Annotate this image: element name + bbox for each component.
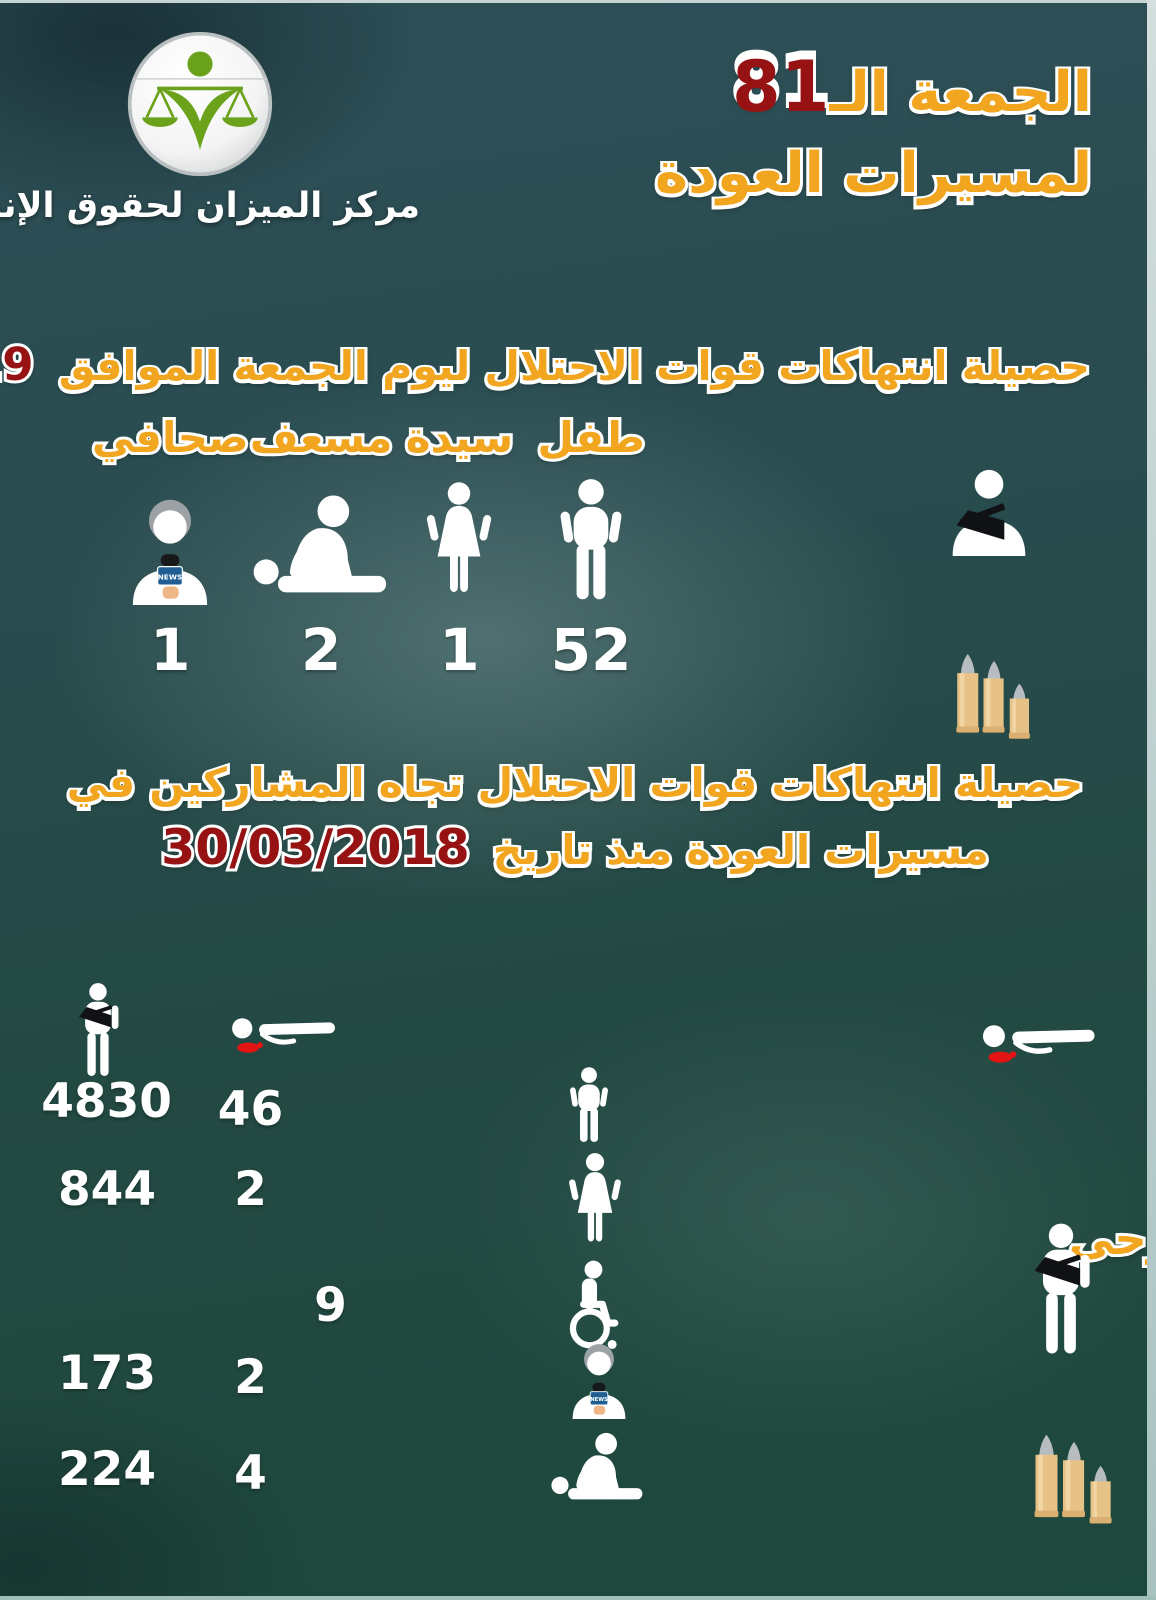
bullets-icon-box-1 — [952, 652, 1036, 752]
row-paramedic-wounded: 224 — [57, 1442, 157, 1497]
title-line2-text: لمسيرات العودة — [655, 141, 1092, 206]
wounded-bust-icon-box — [945, 468, 1033, 556]
frame-edge-top — [0, 0, 1156, 3]
child-icon-box — [554, 465, 628, 605]
category-child-label: طفل — [538, 414, 646, 461]
woman-icon-box — [423, 465, 495, 605]
fallen-martyr-icon — [972, 1008, 1100, 1068]
friday-categories: طفل 52 سيدة 1 مسعف 2 صحافي 1 — [92, 414, 657, 685]
frame-edge-right — [1147, 0, 1156, 1600]
table-header-wounded: جرحى — [1068, 1214, 1156, 1264]
category-journalist-value: 1 — [150, 616, 191, 685]
row-paramedic-martyrs: 4 — [234, 1446, 267, 1501]
child-icon — [566, 1066, 612, 1146]
total-section-heading: حصيلة انتهاكات قوات الاحتلال تجاه المشار… — [50, 758, 1100, 877]
total-heading-date: 30/03/2018 — [161, 819, 470, 876]
org-name: مركز الميزان لحقوق الإنسان — [0, 186, 420, 226]
bullets-icon — [952, 652, 1036, 752]
fallen-martyr-icon — [222, 1002, 340, 1058]
title-line2: لمسيرات العودة — [472, 140, 1092, 207]
category-journalist-label: صحافي — [92, 414, 249, 461]
friday-heading-date: 1/11/2019 — [0, 338, 34, 391]
category-journalist: صحافي 1 — [92, 414, 249, 685]
category-child-value: 52 — [550, 616, 632, 685]
row-journalist-martyrs: 2 — [234, 1350, 267, 1405]
martyr-total-icon-box — [972, 1008, 1100, 1068]
paramedic-icon-box — [249, 465, 394, 605]
bullets-icon-box-2 — [1030, 1432, 1118, 1538]
row-woman-martyrs: 2 — [234, 1162, 267, 1217]
category-paramedic-label: مسعف — [250, 414, 393, 461]
wounded-standing-sling-icon — [70, 982, 126, 1082]
total-heading-line1-text: حصيلة انتهاكات قوات الاحتلال تجاه المشار… — [67, 759, 1083, 807]
wounded-arm-sling-icon — [945, 468, 1033, 556]
total-heading-line2: مسيرات العودة منذ تاريخ 30/03/2018 — [50, 819, 1100, 876]
row-journalist-icon-box — [562, 1338, 636, 1419]
title-friday-number: 81 — [732, 46, 829, 128]
wounded-standing-sling-icon — [1022, 1222, 1100, 1362]
title-line1: الجمعة الـ81 — [472, 52, 1092, 126]
scales-of-justice-icon — [126, 30, 274, 178]
row-child-icon-box — [566, 1066, 612, 1146]
row-journalist-wounded: 173 — [57, 1346, 157, 1401]
category-woman: سيدة 1 — [394, 414, 526, 685]
row-paramedic-icon-box — [548, 1432, 648, 1508]
wounded-total-icon-box — [1022, 1222, 1100, 1362]
friday-section-heading: حصيلة انتهاكات قوات الاحتلال ليوم الجمعة… — [0, 338, 1090, 392]
total-heading-line2-text: مسيرات العودة منذ تاريخ — [493, 826, 989, 874]
martyr-header-icon-box — [222, 1002, 340, 1058]
category-woman-value: 1 — [439, 616, 480, 685]
category-paramedic: مسعف 2 — [249, 414, 394, 685]
row-woman-wounded: 844 — [57, 1162, 157, 1217]
paramedic-icon — [249, 494, 394, 605]
wounded-header-icon-box — [70, 982, 126, 1082]
frame-edge-bottom — [0, 1596, 1156, 1600]
row-woman-icon-box — [566, 1152, 624, 1252]
paramedic-icon — [548, 1432, 648, 1508]
journalist-icon-box — [118, 465, 222, 605]
row-disabled-martyrs: 9 — [314, 1278, 347, 1333]
woman-icon — [423, 481, 495, 605]
friday-heading-text: حصيلة انتهاكات قوات الاحتلال ليوم الجمعة… — [59, 342, 1090, 390]
woman-icon — [566, 1152, 624, 1252]
org-logo — [126, 30, 274, 178]
category-paramedic-value: 2 — [300, 616, 342, 685]
poster-title: الجمعة الـ81 لمسيرات العودة — [472, 52, 1092, 207]
title-line1-text: الجمعة الـ — [829, 60, 1092, 125]
category-woman-label: سيدة — [406, 414, 514, 461]
row-child-wounded: 4830 — [41, 1074, 172, 1129]
total-heading-line1: حصيلة انتهاكات قوات الاحتلال تجاه المشار… — [50, 758, 1100, 809]
bullets-icon — [1030, 1432, 1118, 1538]
journalist-icon — [562, 1338, 636, 1419]
row-child-martyrs: 46 — [217, 1082, 284, 1137]
child-icon — [554, 478, 628, 605]
category-child: طفل 52 — [525, 414, 657, 685]
journalist-icon — [118, 491, 222, 605]
